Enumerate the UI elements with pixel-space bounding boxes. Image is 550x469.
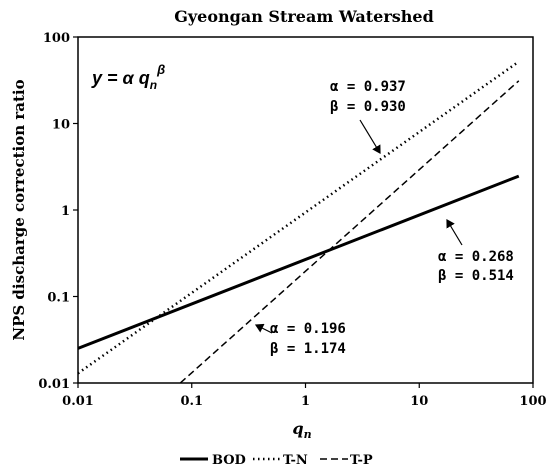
y-tick-label: 1 <box>61 204 70 219</box>
y-tick-label: 0.01 <box>38 377 70 392</box>
eq-beta: β <box>156 62 165 77</box>
label-bod: α = 0.268 β = 0.514 <box>438 249 514 284</box>
series-lines <box>77 60 520 384</box>
label-tp-beta: β = 1.174 <box>270 341 346 357</box>
y-axis-ticks: 0.01 0.1 1 10 100 <box>38 31 78 392</box>
y-tick-label: 10 <box>52 118 70 133</box>
x-tick-label: 100 <box>519 394 546 409</box>
legend-label-tp: T-P <box>350 453 373 468</box>
x-tick-label: 0.01 <box>62 394 94 409</box>
eq-q: q <box>139 68 150 88</box>
legend-label-bod: BOD <box>212 453 246 468</box>
x-axis-label-base: q <box>292 419 303 438</box>
series-line-bod <box>77 174 520 350</box>
arrow-tp <box>254 323 273 334</box>
arrow-tn <box>359 119 381 155</box>
equation-annotation: y = α qnβ <box>91 62 165 92</box>
eq-y: y <box>91 68 103 88</box>
label-bod-alpha: α = 0.268 <box>438 249 514 265</box>
eq-alpha: α <box>123 68 135 88</box>
label-tp-alpha: α = 0.196 <box>270 321 346 337</box>
y-tick-label: 0.1 <box>47 291 70 306</box>
x-tick-label: 0.1 <box>180 394 203 409</box>
chart-title: Gyeongan Stream Watershed <box>174 7 434 26</box>
series-line-t-p <box>179 80 520 384</box>
eq-q-sub: n <box>150 78 157 92</box>
x-axis-label-subscript: n <box>304 428 312 441</box>
x-tick-label: 10 <box>410 394 428 409</box>
label-tp: α = 0.196 β = 1.174 <box>270 321 346 357</box>
y-tick-label: 100 <box>43 31 70 46</box>
x-tick-label: 1 <box>301 394 310 409</box>
label-tn: α = 0.937 β = 0.930 <box>330 79 406 115</box>
x-axis-ticks: 0.01 0.1 1 10 100 <box>62 383 547 409</box>
label-tn-alpha: α = 0.937 <box>330 79 406 95</box>
legend: BOD T-N T-P <box>180 453 373 468</box>
eq-equals: = <box>107 68 123 88</box>
legend-label-tn: T-N <box>283 453 308 468</box>
arrow-bod <box>446 218 463 246</box>
y-axis-label: NPS discharge correction ratio <box>10 79 28 340</box>
x-axis-label: qn <box>292 419 311 441</box>
label-tn-beta: β = 0.930 <box>330 99 406 115</box>
label-bod-beta: β = 0.514 <box>438 268 514 284</box>
